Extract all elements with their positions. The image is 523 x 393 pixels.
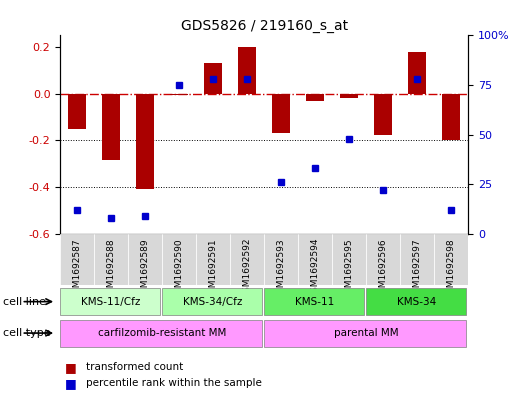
Text: ■: ■ xyxy=(65,376,77,390)
Text: cell type: cell type xyxy=(3,328,50,338)
Bar xyxy=(230,234,264,285)
Bar xyxy=(162,234,196,285)
Bar xyxy=(60,234,94,285)
Text: KMS-11/Cfz: KMS-11/Cfz xyxy=(82,297,141,307)
Text: GSM1692592: GSM1692592 xyxy=(243,238,252,298)
Text: transformed count: transformed count xyxy=(86,362,184,373)
Text: KMS-11: KMS-11 xyxy=(295,297,335,307)
Text: KMS-34/Cfz: KMS-34/Cfz xyxy=(184,297,243,307)
Text: GSM1692595: GSM1692595 xyxy=(345,238,354,299)
Text: carfilzomib-resistant MM: carfilzomib-resistant MM xyxy=(98,328,226,338)
Bar xyxy=(204,63,222,94)
Bar xyxy=(264,320,467,347)
Text: parental MM: parental MM xyxy=(334,328,399,338)
Bar xyxy=(306,94,324,101)
Bar xyxy=(366,234,400,285)
Bar xyxy=(94,234,128,285)
Text: KMS-34: KMS-34 xyxy=(397,297,437,307)
Bar xyxy=(374,94,392,134)
Bar xyxy=(170,94,188,95)
Text: GSM1692594: GSM1692594 xyxy=(311,238,320,298)
Bar xyxy=(68,94,86,129)
Bar xyxy=(264,288,365,315)
Text: GSM1692598: GSM1692598 xyxy=(447,238,456,299)
Text: percentile rank within the sample: percentile rank within the sample xyxy=(86,378,262,388)
Text: GSM1692590: GSM1692590 xyxy=(175,238,184,299)
Text: GSM1692596: GSM1692596 xyxy=(379,238,388,299)
Bar xyxy=(60,320,263,347)
Bar xyxy=(136,94,154,189)
Bar xyxy=(442,94,460,140)
Text: GSM1692593: GSM1692593 xyxy=(277,238,286,299)
Bar xyxy=(238,47,256,94)
Bar xyxy=(196,234,230,285)
Text: cell line: cell line xyxy=(3,297,46,307)
Bar xyxy=(60,288,161,315)
Text: GSM1692588: GSM1692588 xyxy=(107,238,116,299)
Text: GSM1692591: GSM1692591 xyxy=(209,238,218,299)
Text: GSM1692589: GSM1692589 xyxy=(141,238,150,299)
Title: GDS5826 / 219160_s_at: GDS5826 / 219160_s_at xyxy=(180,19,348,33)
Text: GSM1692597: GSM1692597 xyxy=(413,238,422,299)
Bar xyxy=(162,288,263,315)
Bar xyxy=(400,234,434,285)
Bar xyxy=(298,234,332,285)
Bar xyxy=(434,234,468,285)
Bar xyxy=(102,94,120,160)
Bar xyxy=(332,234,366,285)
Bar xyxy=(366,288,467,315)
Bar xyxy=(128,234,162,285)
Text: GSM1692587: GSM1692587 xyxy=(73,238,82,299)
Bar xyxy=(264,234,298,285)
Bar xyxy=(272,94,290,134)
Bar xyxy=(340,94,358,98)
Text: ■: ■ xyxy=(65,361,77,374)
Bar xyxy=(408,52,426,94)
